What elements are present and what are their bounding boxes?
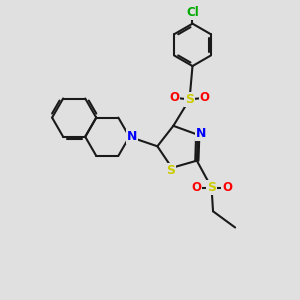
- Text: O: O: [169, 92, 179, 104]
- Text: N: N: [127, 130, 137, 143]
- Text: O: O: [191, 181, 201, 194]
- Text: S: S: [185, 93, 194, 106]
- Text: N: N: [196, 127, 206, 140]
- Text: S: S: [166, 164, 175, 177]
- Text: Cl: Cl: [186, 6, 199, 19]
- Text: S: S: [207, 181, 216, 194]
- Text: O: O: [222, 181, 232, 194]
- Text: O: O: [200, 92, 210, 104]
